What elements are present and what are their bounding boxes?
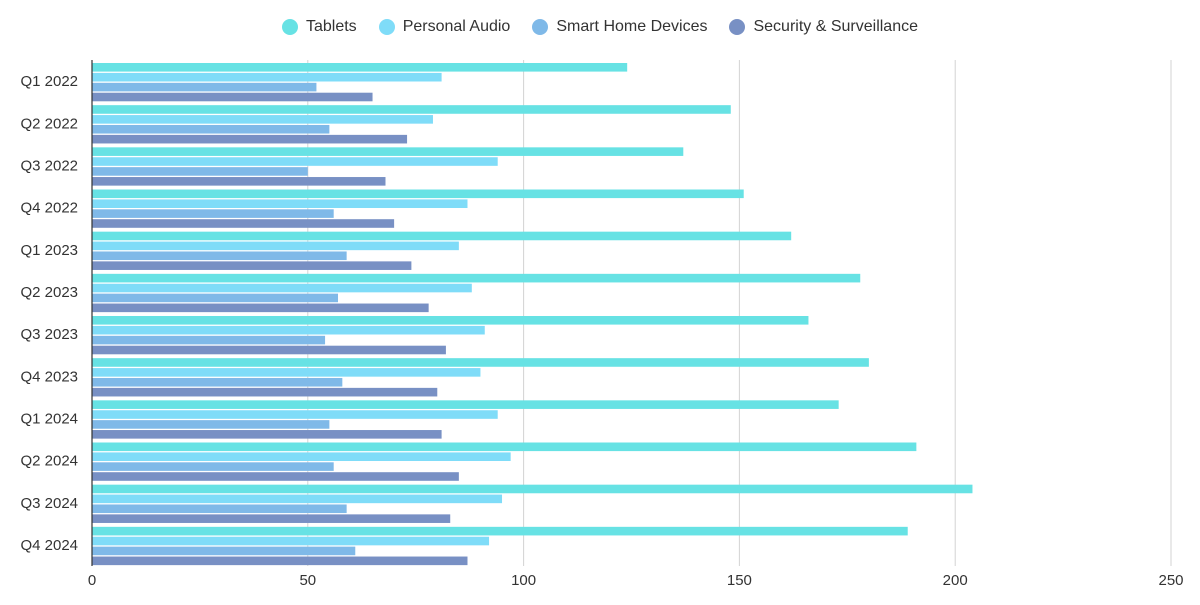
x-tick-label-200: 200 [943, 572, 968, 589]
y-tick-label-q1-2023: Q1 2023 [20, 242, 78, 259]
x-tick-label-0: 0 [88, 572, 96, 589]
bar-personal-audio-q2-2024[interactable] [92, 452, 511, 461]
legend-swatch-security-surveillance [729, 19, 746, 35]
legend-item-personal-audio[interactable]: Personal Audio [378, 18, 511, 36]
bar-tablets-q1-2022[interactable] [92, 63, 628, 72]
y-tick-label-q1-2024: Q1 2024 [20, 410, 78, 427]
bar-smart-home-devices-q2-2023[interactable] [92, 293, 339, 303]
bar-smart-home-devices-q4-2022[interactable] [92, 209, 334, 218]
bar-tablets-q3-2023[interactable] [92, 316, 809, 325]
bars [92, 63, 973, 566]
x-tick-label-50: 50 [299, 572, 316, 589]
bar-tablets-q4-2023[interactable] [92, 358, 869, 367]
bar-smart-home-devices-q4-2024[interactable] [92, 546, 356, 556]
legend-label-tablets: Tablets [305, 18, 357, 35]
legend-item-security-surveillance[interactable]: Security & Surveillance [729, 18, 918, 36]
bar-personal-audio-q4-2022[interactable] [92, 199, 468, 208]
bar-tablets-q4-2022[interactable] [92, 189, 744, 199]
bar-security-and-surveillance-q1-2022[interactable] [92, 92, 373, 102]
bar-smart-home-devices-q3-2023[interactable] [92, 335, 326, 345]
bar-smart-home-devices-q1-2024[interactable] [92, 420, 330, 429]
bar-security-and-surveillance-q4-2024[interactable] [92, 556, 468, 566]
bar-personal-audio-q4-2023[interactable] [92, 368, 481, 377]
x-tick-label-100: 100 [511, 572, 536, 589]
bar-personal-audio-q2-2022[interactable] [92, 115, 433, 124]
bar-smart-home-devices-q3-2022[interactable] [92, 167, 308, 176]
legend-label-personal-audio: Personal Audio [402, 18, 511, 35]
bar-smart-home-devices-q2-2024[interactable] [92, 462, 334, 471]
bar-security-and-surveillance-q1-2024[interactable] [92, 430, 442, 439]
bar-personal-audio-q1-2023[interactable] [92, 241, 459, 251]
bar-security-and-surveillance-q3-2023[interactable] [92, 345, 446, 355]
bar-personal-audio-q1-2024[interactable] [92, 410, 498, 419]
bar-personal-audio-q3-2024[interactable] [92, 494, 503, 504]
bar-personal-audio-q3-2023[interactable] [92, 325, 485, 335]
bar-security-and-surveillance-q2-2022[interactable] [92, 134, 408, 144]
bar-tablets-q2-2023[interactable] [92, 273, 861, 283]
y-tick-label-q1-2022: Q1 2022 [20, 73, 78, 90]
bar-security-and-surveillance-q3-2022[interactable] [92, 177, 386, 186]
bar-tablets-q3-2022[interactable] [92, 147, 684, 156]
bar-smart-home-devices-q2-2022[interactable] [92, 124, 330, 134]
bar-personal-audio-q2-2023[interactable] [92, 283, 472, 293]
legend-swatch-tablets [281, 19, 298, 35]
bar-security-and-surveillance-q3-2024[interactable] [92, 514, 451, 523]
y-tick-label-q2-2023: Q2 2023 [20, 284, 78, 301]
legend: Tablets Personal Audio Smart Home Device… [0, 18, 1200, 36]
bar-tablets-q2-2022[interactable] [92, 105, 731, 114]
y-tick-label-q4-2022: Q4 2022 [20, 200, 78, 217]
legend-label-security-surveillance: Security & Surveillance [753, 18, 918, 35]
legend-swatch-personal-audio [378, 19, 395, 35]
gridlines [307, 60, 1172, 566]
y-tick-label-q3-2022: Q3 2022 [20, 157, 78, 174]
legend-item-tablets[interactable]: Tablets [281, 18, 357, 36]
bar-tablets-q1-2024[interactable] [92, 400, 839, 409]
bar-smart-home-devices-q4-2023[interactable] [92, 377, 343, 387]
bar-security-and-surveillance-q2-2023[interactable] [92, 303, 429, 313]
bar-security-and-surveillance-q4-2023[interactable] [92, 387, 438, 397]
legend-label-smart-home-devices: Smart Home Devices [556, 18, 708, 35]
bar-security-and-surveillance-q1-2023[interactable] [92, 261, 412, 270]
y-tick-label-q3-2023: Q3 2023 [20, 326, 78, 343]
y-tick-label-q4-2024: Q4 2024 [20, 537, 78, 554]
legend-swatch-smart-home-devices [532, 19, 549, 35]
bar-personal-audio-q3-2022[interactable] [92, 157, 498, 166]
bar-security-and-surveillance-q2-2024[interactable] [92, 472, 459, 481]
y-tick-label-q3-2024: Q3 2024 [20, 495, 78, 512]
bar-personal-audio-q4-2024[interactable] [92, 536, 490, 546]
bar-personal-audio-q1-2022[interactable] [92, 72, 442, 82]
bar-smart-home-devices-q1-2022[interactable] [92, 82, 317, 92]
x-tick-label-150: 150 [727, 572, 752, 589]
bar-tablets-q3-2024[interactable] [92, 484, 973, 494]
y-axis: Q1 2022 Q2 2022 Q3 2022 Q4 2022 Q1 2023 Q2 20… [20, 73, 78, 554]
bar-security-and-surveillance-q4-2022[interactable] [92, 219, 395, 228]
y-tick-label-q4-2023: Q4 2023 [20, 368, 78, 385]
legend-item-smart-home-devices[interactable]: Smart Home Devices [532, 18, 707, 36]
bar-tablets-q4-2024[interactable] [92, 526, 908, 536]
x-axis: 0 50 100 150 200 250 [88, 60, 1184, 589]
bar-smart-home-devices-q1-2023[interactable] [92, 251, 347, 261]
y-tick-label-q2-2024: Q2 2024 [20, 453, 78, 470]
bar-smart-home-devices-q3-2024[interactable] [92, 504, 347, 514]
bar-tablets-q1-2023[interactable] [92, 231, 792, 241]
x-tick-label-250: 250 [1158, 572, 1183, 589]
y-tick-label-q2-2022: Q2 2022 [20, 115, 78, 132]
bar-tablets-q2-2024[interactable] [92, 442, 917, 452]
